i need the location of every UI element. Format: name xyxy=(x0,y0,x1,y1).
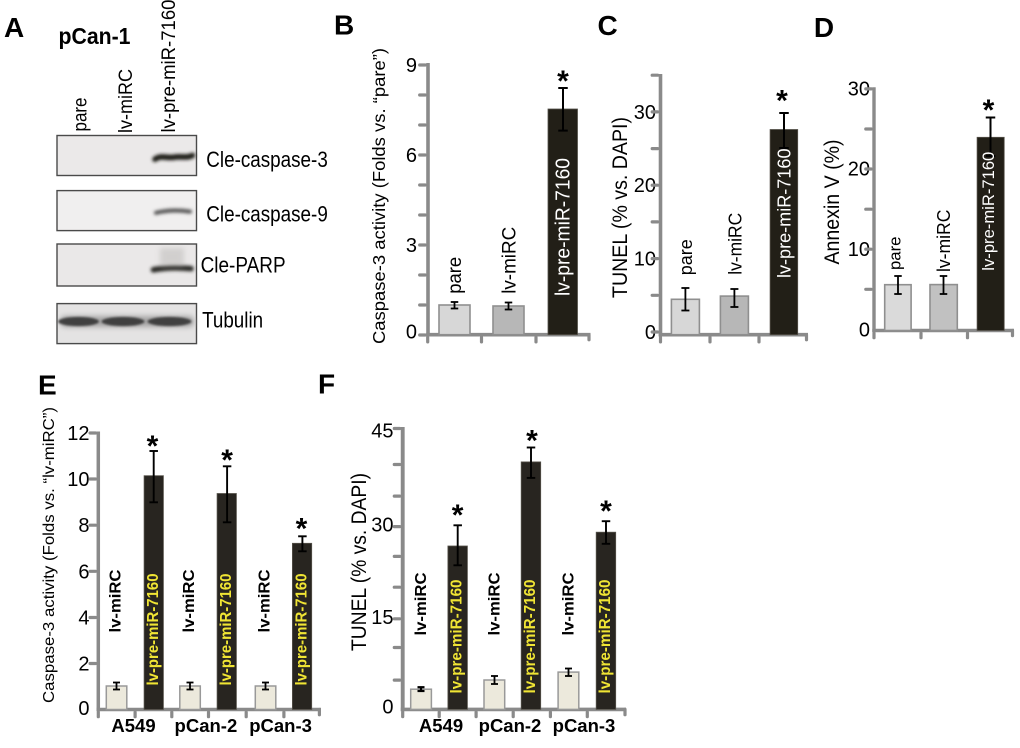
svg-text:*: * xyxy=(147,430,159,463)
svg-text:B: B xyxy=(334,10,354,41)
svg-text:lv-pre-miR-7160: lv-pre-miR-7160 xyxy=(979,152,998,271)
svg-text:pCan-2: pCan-2 xyxy=(175,715,238,736)
svg-text:Annexin V (%): Annexin V (%) xyxy=(821,140,844,265)
svg-text:Cle-PARP: Cle-PARP xyxy=(201,253,286,278)
svg-text:lv-miRC: lv-miRC xyxy=(500,227,521,294)
svg-text:*: * xyxy=(296,513,308,546)
svg-text:30: 30 xyxy=(634,102,656,124)
svg-text:lv-pre-miR-7160: lv-pre-miR-7160 xyxy=(218,574,235,686)
svg-text:pare: pare xyxy=(676,239,696,275)
svg-text:lv-pre-miR-7160: lv-pre-miR-7160 xyxy=(145,574,162,686)
svg-text:20: 20 xyxy=(848,159,870,181)
svg-text:Cle-caspase-9: Cle-caspase-9 xyxy=(206,202,327,227)
svg-text:2: 2 xyxy=(78,654,89,676)
svg-text:30: 30 xyxy=(371,515,393,537)
svg-text:pCan-3: pCan-3 xyxy=(553,715,616,736)
svg-text:*: * xyxy=(983,94,995,127)
svg-text:Caspase-3 activity (Folds vs.: Caspase-3 activity (Folds vs. “lv-miRC”) xyxy=(41,407,58,703)
svg-text:lv-miRC: lv-miRC xyxy=(487,573,504,636)
svg-text:TUNEL (% vs. DAPI): TUNEL (% vs. DAPI) xyxy=(609,117,632,298)
svg-text:E: E xyxy=(38,370,57,401)
svg-text:lv-miRC: lv-miRC xyxy=(413,573,430,636)
svg-text:20: 20 xyxy=(634,175,656,197)
svg-text:9: 9 xyxy=(406,55,417,77)
svg-text:lv-miRC: lv-miRC xyxy=(181,570,198,633)
svg-text:lv-pre-miR-7160: lv-pre-miR-7160 xyxy=(774,149,795,279)
svg-text:lv-pre-miR-7160: lv-pre-miR-7160 xyxy=(159,0,180,133)
svg-text:C: C xyxy=(598,10,618,41)
svg-text:lv-miRC: lv-miRC xyxy=(257,570,274,633)
svg-text:pCan-1: pCan-1 xyxy=(59,23,131,49)
svg-text:lv-pre-miR-7160: lv-pre-miR-7160 xyxy=(294,574,311,686)
svg-text:6: 6 xyxy=(406,145,417,167)
svg-text:lv-miRC: lv-miRC xyxy=(561,573,578,636)
svg-text:lv-pre-miR-7160: lv-pre-miR-7160 xyxy=(522,580,539,694)
svg-text:3: 3 xyxy=(406,235,417,257)
svg-text:45: 45 xyxy=(371,421,393,443)
svg-text:A549: A549 xyxy=(111,715,155,736)
svg-text:8: 8 xyxy=(78,515,89,537)
svg-text:4: 4 xyxy=(78,608,89,630)
svg-text:pare: pare xyxy=(445,257,466,294)
svg-text:lv-miRC: lv-miRC xyxy=(116,69,137,133)
svg-text:6: 6 xyxy=(78,561,89,583)
svg-text:pare: pare xyxy=(70,98,91,132)
svg-text:pCan-3: pCan-3 xyxy=(249,715,312,736)
svg-text:F: F xyxy=(318,369,335,400)
svg-text:*: * xyxy=(600,495,612,528)
svg-text:A549: A549 xyxy=(419,715,463,736)
svg-text:*: * xyxy=(221,444,233,477)
svg-text:0: 0 xyxy=(406,322,417,344)
svg-text:*: * xyxy=(452,499,464,532)
svg-text:30: 30 xyxy=(848,79,870,101)
svg-text:lv-miRC: lv-miRC xyxy=(108,570,125,633)
svg-text:pCan-2: pCan-2 xyxy=(479,715,542,736)
svg-text:lv-pre-miR-7160: lv-pre-miR-7160 xyxy=(449,580,466,694)
svg-text:*: * xyxy=(776,84,788,117)
svg-text:12: 12 xyxy=(67,423,89,445)
svg-text:10: 10 xyxy=(67,469,89,491)
svg-text:0: 0 xyxy=(859,319,870,341)
svg-text:TUNEL (% vs. DAPI): TUNEL (% vs. DAPI) xyxy=(348,473,371,651)
svg-text:0: 0 xyxy=(645,322,656,344)
svg-text:Tubulin: Tubulin xyxy=(202,308,263,333)
svg-text:0: 0 xyxy=(382,696,393,718)
svg-text:lv-miRC: lv-miRC xyxy=(934,210,954,272)
svg-text:Caspase-3 activity (Folds vs.: Caspase-3 activity (Folds vs. “pare”) xyxy=(369,48,389,344)
svg-text:0: 0 xyxy=(78,698,89,720)
svg-text:D: D xyxy=(814,12,834,43)
svg-text:pare: pare xyxy=(886,237,905,271)
svg-text:*: * xyxy=(557,65,569,98)
svg-text:lv-pre-miR-7160: lv-pre-miR-7160 xyxy=(553,158,575,296)
svg-text:*: * xyxy=(526,425,538,458)
svg-text:lv-pre-miR-7160: lv-pre-miR-7160 xyxy=(597,580,614,694)
svg-text:Cle-caspase-3: Cle-caspase-3 xyxy=(206,147,327,172)
svg-text:10: 10 xyxy=(848,239,870,261)
svg-text:10: 10 xyxy=(634,249,656,271)
svg-text:lv-miRC: lv-miRC xyxy=(725,213,745,275)
svg-text:A: A xyxy=(4,12,24,43)
svg-text:15: 15 xyxy=(371,607,393,629)
